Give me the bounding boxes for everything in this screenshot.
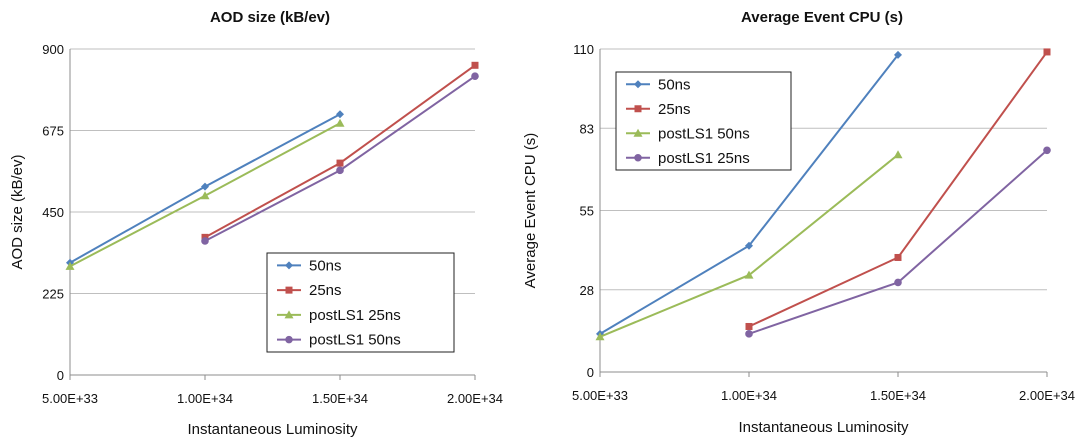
series-2 bbox=[201, 61, 479, 241]
legend-item: 50ns bbox=[626, 76, 691, 93]
legend-swatch-marker bbox=[634, 80, 642, 89]
legend: 50ns 25ns postLS1 25ns postLS1 50ns bbox=[266, 252, 455, 353]
data-point bbox=[336, 166, 344, 175]
legend-box bbox=[615, 71, 792, 171]
y-tick-label: 55 bbox=[580, 204, 594, 219]
legend-box bbox=[266, 252, 455, 353]
legend-swatch-marker bbox=[285, 286, 293, 294]
y-tick-label: 675 bbox=[42, 124, 64, 139]
series-4 bbox=[201, 72, 479, 245]
data-point bbox=[200, 191, 210, 200]
legend-swatch-marker bbox=[284, 310, 294, 319]
series-3 bbox=[65, 118, 345, 270]
legend-item: postLS1 25ns bbox=[626, 150, 750, 167]
y-tick-label: 225 bbox=[42, 287, 64, 302]
series-1 bbox=[596, 50, 902, 338]
series-line bbox=[204, 75, 476, 242]
data-point bbox=[1043, 146, 1051, 155]
x-tick-label: 2.00E+34 bbox=[1019, 388, 1075, 403]
legend-item: 25ns bbox=[626, 101, 691, 118]
data-point bbox=[336, 159, 344, 167]
data-point bbox=[745, 330, 753, 338]
x-tick-label: 1.50E+34 bbox=[312, 391, 368, 406]
y-tick-label: 450 bbox=[42, 205, 64, 220]
data-point bbox=[894, 253, 902, 261]
legend-label: 25ns bbox=[658, 101, 691, 118]
legend-label: postLS1 50ns bbox=[309, 332, 401, 349]
y-tick-label: 0 bbox=[587, 365, 594, 380]
chart-title: AOD size (kB/ev) bbox=[210, 9, 330, 26]
y-tick-label: 900 bbox=[42, 42, 64, 57]
legend-swatch-marker bbox=[285, 261, 293, 270]
legend-swatch-marker bbox=[285, 335, 293, 344]
legend-swatch-marker bbox=[634, 153, 642, 162]
data-point bbox=[65, 261, 75, 270]
x-tick-label: 5.00E+33 bbox=[42, 391, 98, 406]
legend-item: postLS1 25ns bbox=[277, 307, 401, 324]
y-axis-label: Average Event CPU (s) bbox=[522, 133, 539, 289]
data-point bbox=[201, 182, 209, 191]
data-point bbox=[894, 50, 902, 59]
legend-label: postLS1 25ns bbox=[658, 150, 750, 167]
data-point bbox=[201, 237, 209, 245]
legend-label: 50ns bbox=[309, 257, 342, 274]
data-point bbox=[745, 322, 753, 330]
series-4 bbox=[745, 146, 1051, 338]
series-3 bbox=[595, 150, 903, 341]
x-axis-label: Instantaneous Luminosity bbox=[187, 421, 358, 438]
legend-label: 25ns bbox=[309, 282, 342, 299]
legend: 50ns 25ns postLS1 50ns postLS1 25ns bbox=[615, 71, 792, 171]
legend-item: postLS1 50ns bbox=[277, 332, 401, 349]
data-point bbox=[471, 61, 479, 69]
y-tick-label: 0 bbox=[57, 368, 64, 383]
legend-item: 50ns bbox=[277, 257, 342, 274]
x-tick-label: 1.50E+34 bbox=[870, 388, 926, 403]
x-tick-label: 1.00E+34 bbox=[721, 388, 777, 403]
y-tick-label: 28 bbox=[580, 283, 594, 298]
data-point bbox=[335, 118, 345, 127]
legend-swatch-marker bbox=[634, 105, 642, 113]
data-point bbox=[893, 150, 903, 159]
legend-label: 50ns bbox=[658, 76, 691, 93]
legend-item: 25ns bbox=[277, 282, 342, 299]
y-axis-label: AOD size (kB/ev) bbox=[9, 154, 26, 269]
y-tick-label: 83 bbox=[580, 121, 594, 136]
legend-label: postLS1 50ns bbox=[658, 125, 750, 142]
data-point bbox=[745, 241, 753, 250]
legend-item: postLS1 50ns bbox=[626, 125, 750, 142]
x-tick-label: 5.00E+33 bbox=[572, 388, 628, 403]
x-axis-label: Instantaneous Luminosity bbox=[738, 419, 909, 436]
data-point bbox=[1043, 48, 1051, 56]
data-point bbox=[471, 72, 479, 80]
x-tick-label: 2.00E+34 bbox=[447, 391, 503, 406]
data-point bbox=[894, 278, 902, 287]
chart-panel-2: Average Event CPU (s) 0 28 55 83 110 5.00E+33 1… bbox=[522, 9, 1075, 436]
chart-panel-1: AOD size (kB/ev) 0 225 450 675 900 5.00E+33 1.0… bbox=[9, 9, 503, 438]
chart-title: Average Event CPU (s) bbox=[741, 9, 903, 26]
legend-label: postLS1 25ns bbox=[309, 307, 401, 324]
data-point bbox=[744, 270, 754, 279]
data-point bbox=[595, 332, 605, 341]
x-tick-label: 1.00E+34 bbox=[177, 391, 233, 406]
legend-swatch-marker bbox=[633, 128, 643, 137]
series-2 bbox=[745, 48, 1051, 330]
y-tick-label: 110 bbox=[573, 42, 594, 57]
data-point bbox=[336, 110, 344, 119]
